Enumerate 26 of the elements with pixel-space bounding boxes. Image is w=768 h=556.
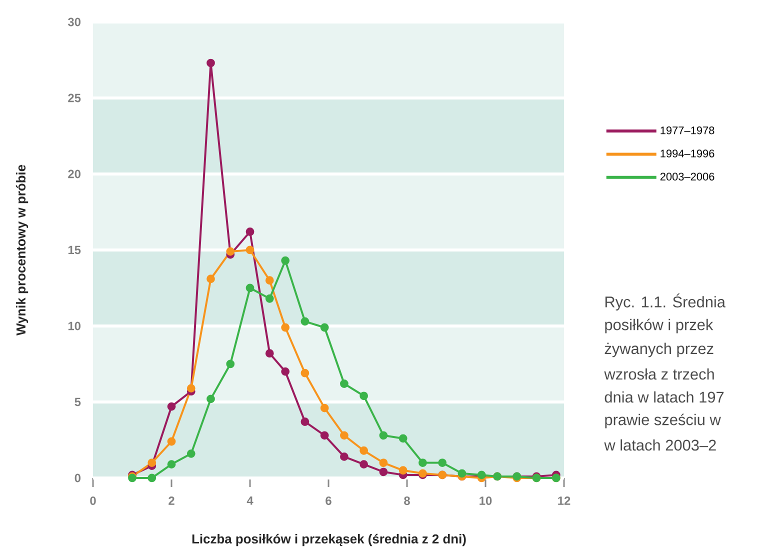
x-tick-label: 2 <box>168 496 174 505</box>
text: wzrosła z trzech <box>604 368 714 380</box>
y-tick-label: 30 <box>68 18 80 26</box>
text: w latach 2003–2 <box>604 439 716 451</box>
legend-label: 1994–1996 <box>660 150 714 158</box>
y-tick-label: 0 <box>74 474 80 482</box>
x-tick-label: 4 <box>246 496 254 505</box>
x-tick-label: 0 <box>90 496 96 505</box>
legend-label: 2003–2006 <box>660 172 714 181</box>
x-tick-label: 10 <box>480 496 492 505</box>
y-tick-label: 5 <box>74 398 81 406</box>
y-tick-label: 15 <box>68 246 81 254</box>
x-tick-label: 6 <box>326 496 332 505</box>
legend-label: 1977–1978 <box>660 126 714 134</box>
text: żywanych przez <box>604 342 714 358</box>
y-tick-label: 25 <box>68 94 81 102</box>
x-tick-label: 12 <box>558 496 570 505</box>
text: prawie sześciu w <box>605 414 721 428</box>
x-axis-title: Liczba posiłków i przekąsek (średnia z 2 dni) <box>192 534 466 546</box>
x-tick-label: 8 <box>404 496 410 505</box>
text: Ryc. 1.1. Średnia <box>605 293 726 311</box>
y-tick-label: 20 <box>68 170 80 178</box>
y-tick-label: 10 <box>68 322 80 330</box>
text: posiłków i przek <box>605 318 714 334</box>
text: dnia w latach 197 <box>604 391 724 403</box>
y-axis-title: Wynik procentowy w próbie <box>16 164 28 336</box>
